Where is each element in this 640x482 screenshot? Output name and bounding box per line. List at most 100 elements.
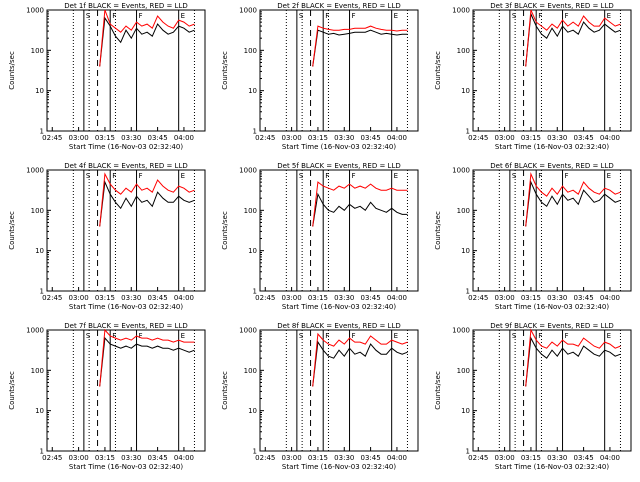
y-tick-label: 1000	[452, 327, 470, 335]
x-axis-label: Start Time (16-Nov-03 02:32:40)	[69, 303, 183, 311]
detector-panel-9: Det 9f BLACK = Events, RED = LLD 1 10 100 10…	[426, 320, 639, 482]
x-tick-label: 03:30	[547, 134, 567, 142]
event-marker-label: S	[512, 332, 517, 340]
x-tick-label: 03:45	[574, 134, 594, 142]
chart-svg: Det 2f BLACK = Events, RED = LLD 1 10 100 10…	[221, 2, 419, 151]
x-tick-label: 02:45	[255, 134, 275, 142]
plot-frame	[472, 9, 632, 132]
chart-svg: Det 8f BLACK = Events, RED = LLD 1 10 100 10…	[221, 322, 419, 471]
y-tick-label: 1	[40, 288, 44, 296]
y-tick-label: 100	[457, 47, 470, 55]
event-marker-label: F	[325, 12, 329, 20]
series-line-events	[525, 12, 621, 67]
x-tick-label: 03:00	[69, 454, 89, 462]
y-axis-label: Counts/sec	[434, 51, 442, 90]
series-line-lld	[525, 172, 621, 227]
y-tick-label: 100	[244, 367, 257, 375]
event-marker-label: S	[86, 172, 91, 180]
x-tick-label: 03:45	[148, 454, 168, 462]
x-tick-label: 03:00	[495, 134, 515, 142]
y-tick-label: 10	[248, 407, 257, 415]
chart-svg: Det 5f BLACK = Events, RED = LLD 1 10 100 10…	[221, 162, 419, 311]
x-tick-label: 03:15	[95, 454, 115, 462]
y-axis-label: Counts/sec	[221, 51, 229, 90]
x-tick-label: 03:15	[308, 294, 328, 302]
chart-title: Det 5f BLACK = Events, RED = LLD	[277, 162, 400, 170]
x-axis-label: Start Time (16-Nov-03 02:32:40)	[495, 143, 609, 151]
x-tick-label: 03:45	[574, 454, 594, 462]
y-tick-label: 10	[35, 407, 44, 415]
x-tick-label: 02:45	[255, 294, 275, 302]
y-tick-label: 1	[253, 288, 257, 296]
event-marker-label: S	[299, 12, 304, 20]
series-line-lld	[312, 25, 408, 67]
chart-svg: Det 7f BLACK = Events, RED = LLD 1 10 100 10…	[8, 322, 206, 471]
y-axis-label: Counts/sec	[434, 371, 442, 410]
chart-title: Det 2f BLACK = Events, RED = LLD	[277, 2, 400, 10]
x-tick-label: 02:45	[468, 294, 488, 302]
y-axis-label: Counts/sec	[221, 371, 229, 410]
y-tick-label: 10	[461, 87, 470, 95]
event-marker-label: F	[139, 332, 143, 340]
x-tick-label: 03:45	[361, 134, 381, 142]
y-axis-label: Counts/sec	[8, 211, 16, 250]
y-tick-label: 10	[461, 247, 470, 255]
series-line-events	[99, 180, 195, 227]
y-tick-label: 100	[457, 207, 470, 215]
series-line-lld	[312, 181, 408, 227]
chart-svg: Det 6f BLACK = Events, RED = LLD 1 10 100 10…	[434, 162, 632, 311]
detector-panel-3: Det 3f BLACK = Events, RED = LLD 1 10 100 10…	[426, 0, 639, 162]
y-tick-label: 100	[31, 207, 44, 215]
y-axis-label: Counts/sec	[221, 211, 229, 250]
y-tick-label: 1000	[452, 167, 470, 175]
x-axis-label: Start Time (16-Nov-03 02:32:40)	[282, 143, 396, 151]
event-marker-label: S	[299, 332, 304, 340]
series-line-events	[312, 340, 408, 387]
y-tick-label: 1	[466, 448, 470, 456]
event-marker-label: F	[565, 172, 569, 180]
x-axis-label: Start Time (16-Nov-03 02:32:40)	[495, 463, 609, 471]
event-marker-label: F	[565, 332, 569, 340]
y-tick-label: 10	[35, 247, 44, 255]
x-tick-label: 03:00	[69, 294, 89, 302]
event-marker-label: S	[86, 332, 91, 340]
x-tick-label: 04:00	[387, 454, 407, 462]
event-marker-label: F	[352, 12, 356, 20]
event-marker-label: F	[352, 332, 356, 340]
series-line-events	[525, 180, 621, 227]
series-line-events	[99, 16, 195, 67]
event-marker-label: E	[181, 332, 185, 340]
event-marker-label: F	[565, 12, 569, 20]
x-axis-label: Start Time (16-Nov-03 02:32:40)	[495, 303, 609, 311]
y-tick-label: 100	[244, 207, 257, 215]
event-marker-label: E	[607, 332, 611, 340]
x-tick-label: 03:15	[521, 134, 541, 142]
y-tick-label: 1000	[452, 7, 470, 15]
x-tick-label: 04:00	[174, 294, 194, 302]
y-tick-label: 100	[457, 367, 470, 375]
event-marker-label: E	[394, 12, 398, 20]
x-tick-label: 03:45	[574, 294, 594, 302]
event-marker-label: S	[512, 12, 517, 20]
x-tick-label: 04:00	[174, 454, 194, 462]
detector-panel-1: Det 1f BLACK = Events, RED = LLD 1 10 100 10…	[0, 0, 213, 162]
chart-svg: Det 1f BLACK = Events, RED = LLD 1 10 100 10…	[8, 2, 206, 151]
event-marker-label: F	[139, 12, 143, 20]
y-tick-label: 10	[35, 87, 44, 95]
x-tick-label: 02:45	[468, 134, 488, 142]
x-tick-label: 04:00	[387, 294, 407, 302]
event-marker-label: E	[181, 12, 185, 20]
y-tick-label: 1000	[239, 7, 257, 15]
y-tick-label: 100	[31, 367, 44, 375]
x-tick-label: 02:45	[255, 454, 275, 462]
chart-title: Det 1f BLACK = Events, RED = LLD	[64, 2, 187, 10]
series-line-lld	[99, 172, 195, 227]
series-line-lld	[99, 9, 195, 67]
x-tick-label: 04:00	[387, 134, 407, 142]
y-tick-label: 1	[466, 288, 470, 296]
plot-frame	[472, 169, 632, 292]
x-axis-label: Start Time (16-Nov-03 02:32:40)	[69, 463, 183, 471]
plot-frame	[46, 169, 206, 292]
y-tick-label: 1	[253, 448, 257, 456]
y-tick-label: 1	[253, 128, 257, 136]
